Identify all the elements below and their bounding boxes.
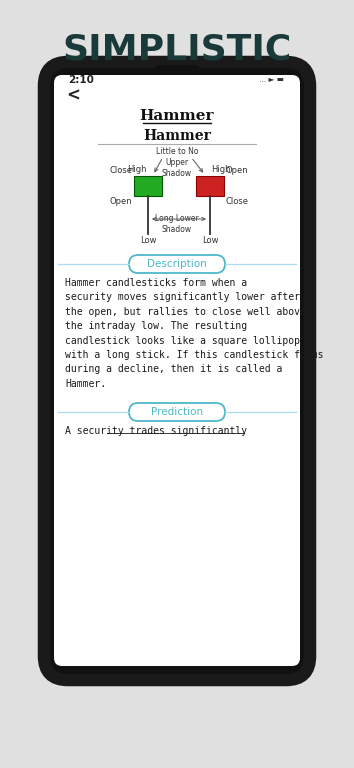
FancyBboxPatch shape: [129, 403, 225, 421]
Text: Low: Low: [140, 236, 156, 245]
Text: Hammer candlesticks form when a
security moves significantly lower after
the ope: Hammer candlesticks form when a security…: [65, 278, 324, 389]
Text: ... ► ▬: ... ► ▬: [259, 75, 284, 84]
Text: Open: Open: [109, 197, 132, 206]
Text: 2:10: 2:10: [68, 75, 94, 85]
Text: High: High: [211, 165, 230, 174]
FancyBboxPatch shape: [129, 255, 225, 273]
FancyBboxPatch shape: [54, 75, 300, 666]
Bar: [134, 176, 162, 196]
Text: Little to No
Upper
Shadow: Little to No Upper Shadow: [156, 147, 198, 178]
Text: Open: Open: [226, 166, 249, 175]
Text: Hammer: Hammer: [140, 109, 214, 123]
Text: Description: Description: [147, 259, 207, 269]
Text: SIMPLISTIC: SIMPLISTIC: [62, 33, 292, 67]
FancyBboxPatch shape: [155, 65, 199, 73]
Text: Prediction: Prediction: [151, 407, 203, 417]
Text: High: High: [127, 165, 147, 174]
Text: <: <: [66, 87, 80, 105]
Text: Close: Close: [109, 166, 132, 175]
Text: A security trades significantly: A security trades significantly: [65, 426, 247, 436]
Bar: [196, 176, 224, 196]
Text: Close: Close: [226, 197, 249, 206]
FancyBboxPatch shape: [44, 62, 310, 680]
Text: Long Lower
Shadow: Long Lower Shadow: [155, 214, 199, 234]
Text: Hammer: Hammer: [143, 129, 211, 143]
Text: Low: Low: [202, 236, 218, 245]
